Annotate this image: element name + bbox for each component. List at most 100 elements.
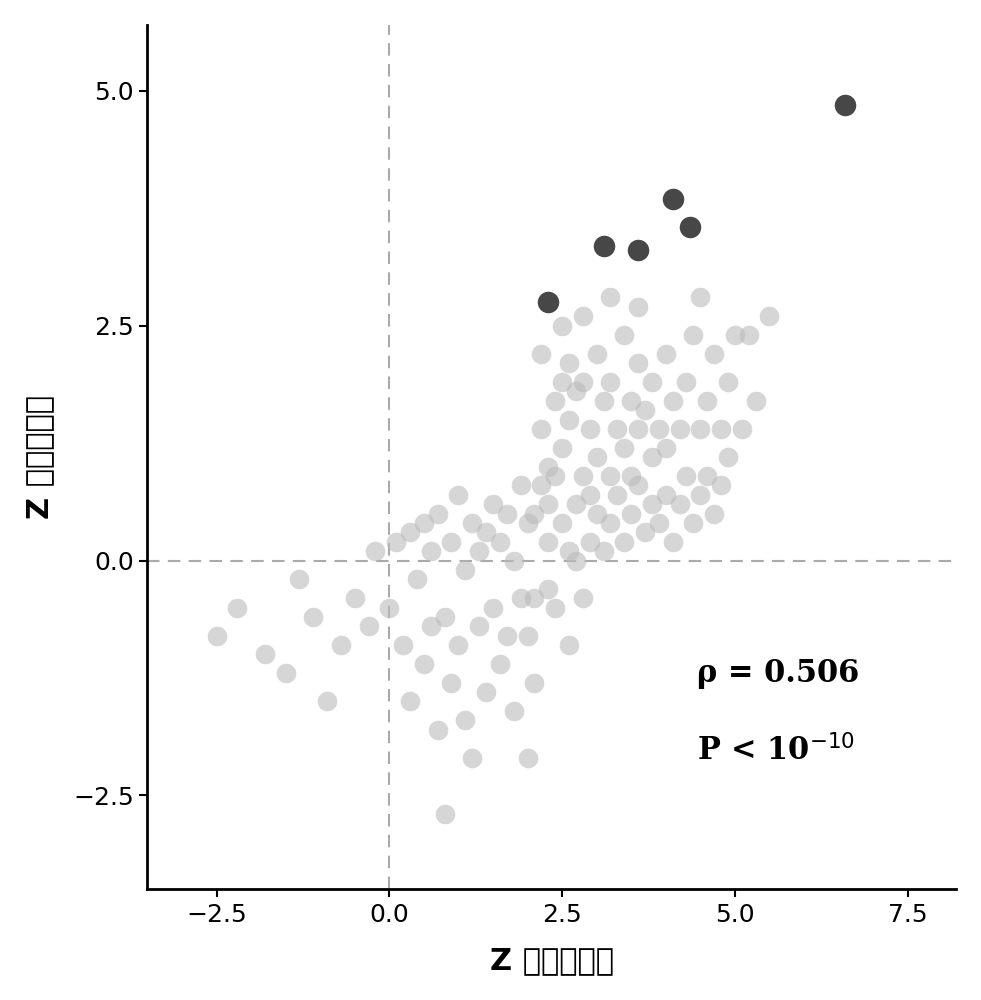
Point — [727, 327, 743, 343]
Point — [416, 515, 432, 531]
Point — [257, 646, 273, 662]
Point — [319, 693, 335, 709]
Point — [686, 327, 701, 343]
Point — [568, 496, 584, 512]
Point — [582, 534, 597, 550]
Point — [402, 693, 418, 709]
Point — [506, 703, 522, 719]
Point — [630, 421, 645, 437]
Text: ρ = 0.506: ρ = 0.506 — [697, 658, 859, 689]
Point — [706, 346, 722, 362]
Point — [645, 496, 660, 512]
X-axis label: Z （青年组）: Z （青年组） — [490, 946, 614, 975]
Point — [679, 374, 695, 390]
Point — [623, 393, 639, 409]
Point — [437, 806, 452, 822]
Y-axis label: Z （老年组）: Z （老年组） — [25, 395, 54, 519]
Point — [520, 750, 536, 766]
Point — [561, 355, 577, 371]
Point — [485, 496, 500, 512]
Point — [575, 308, 591, 324]
Point — [547, 393, 563, 409]
Point — [527, 675, 542, 691]
Point — [589, 449, 604, 465]
Point — [513, 477, 529, 493]
Point — [838, 97, 853, 113]
Point — [443, 675, 459, 691]
Point — [554, 374, 570, 390]
Point — [658, 440, 674, 456]
Point — [430, 506, 445, 522]
Point — [305, 609, 321, 625]
Point — [630, 299, 645, 315]
Point — [209, 628, 225, 644]
Point — [492, 534, 508, 550]
Point — [630, 477, 645, 493]
Point — [568, 383, 584, 399]
Point — [651, 515, 667, 531]
Point — [645, 374, 660, 390]
Point — [416, 656, 432, 672]
Point — [602, 468, 618, 484]
Point — [595, 393, 611, 409]
Point — [554, 318, 570, 334]
Point — [602, 374, 618, 390]
Point — [665, 534, 681, 550]
Point — [575, 590, 591, 606]
Point — [602, 289, 618, 305]
Point — [513, 590, 529, 606]
Point — [602, 515, 618, 531]
Point — [637, 402, 652, 418]
Point — [409, 571, 425, 587]
Point — [437, 609, 452, 625]
Point — [361, 618, 377, 634]
Point — [347, 590, 363, 606]
Point — [541, 496, 556, 512]
Point — [230, 600, 245, 616]
Point — [616, 327, 632, 343]
Point — [541, 459, 556, 475]
Point — [630, 242, 645, 258]
Point — [693, 487, 708, 503]
Point — [568, 553, 584, 569]
Point — [388, 534, 404, 550]
Point — [534, 477, 549, 493]
Point — [423, 543, 439, 559]
Point — [616, 440, 632, 456]
Point — [582, 421, 597, 437]
Point — [395, 637, 411, 653]
Point — [561, 412, 577, 428]
Point — [291, 571, 307, 587]
Point — [761, 308, 777, 324]
Point — [541, 534, 556, 550]
Point — [720, 449, 736, 465]
Point — [478, 684, 493, 700]
Point — [720, 374, 736, 390]
Point — [589, 346, 604, 362]
Point — [278, 665, 293, 681]
Point — [520, 515, 536, 531]
Point — [645, 449, 660, 465]
Point — [595, 238, 611, 254]
Point — [534, 421, 549, 437]
Point — [541, 294, 556, 310]
Point — [682, 219, 697, 235]
Point — [665, 393, 681, 409]
Point — [492, 656, 508, 672]
Point — [699, 393, 715, 409]
Point — [450, 637, 466, 653]
Point — [430, 722, 445, 738]
Point — [499, 506, 515, 522]
Point — [450, 487, 466, 503]
Point — [554, 440, 570, 456]
Point — [651, 421, 667, 437]
Point — [637, 524, 652, 540]
Point — [595, 543, 611, 559]
Point — [589, 506, 604, 522]
Point — [561, 637, 577, 653]
Point — [471, 618, 487, 634]
Point — [672, 496, 688, 512]
Point — [734, 421, 749, 437]
Point — [575, 468, 591, 484]
Point — [457, 712, 473, 728]
